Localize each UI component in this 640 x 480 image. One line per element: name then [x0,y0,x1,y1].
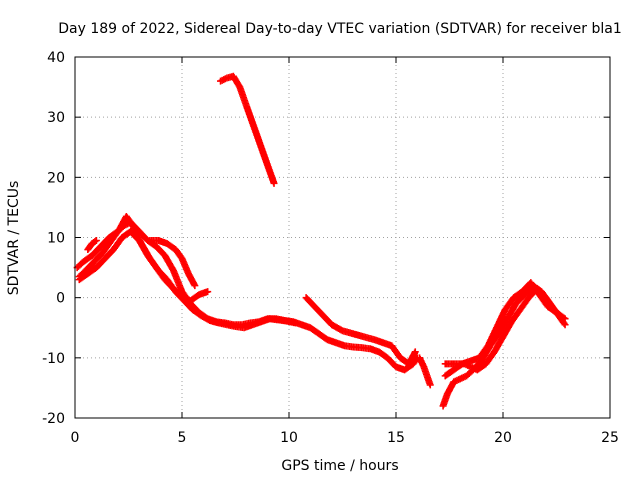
data-points [73,72,569,410]
y-tick-label: 20 [47,170,65,186]
grid-lines [75,57,610,418]
data-point-track-c [204,288,212,296]
data-point-track-h [426,381,434,389]
y-tick-label: 40 [47,50,65,66]
y-tick-label: -20 [42,411,65,427]
y-tick-label: 30 [47,110,65,126]
data-point-track-i [561,321,569,329]
data-point-track-g [411,348,419,356]
data-point-track-k [560,314,568,322]
data-point-track-f [270,179,278,187]
data-point-track-e [191,282,199,290]
x-tick-label: 10 [280,430,298,446]
y-axis-label: SDTVAR / TECUs [6,181,22,296]
x-tick-label: 20 [494,430,512,446]
data-point-track-d [92,237,100,245]
chart-title: Day 189 of 2022, Sidereal Day-to-day VTE… [58,21,621,37]
y-tick-label: 10 [47,231,65,247]
y-tick-label: -10 [42,351,65,367]
data-point-track-k [561,315,569,323]
y-tick-label: 0 [56,291,65,307]
x-tick-label: 5 [178,430,187,446]
x-axis-label: GPS time / hours [281,458,398,474]
x-tick-label: 15 [387,430,405,446]
x-tick-label: 0 [71,430,80,446]
data-point-track-b [291,319,299,327]
x-tick-label: 25 [601,430,619,446]
data-point-track-d [91,238,99,246]
axis-ticks: 0 5 10 15 20 25 -20 -10 0 10 20 30 40 [42,50,619,446]
